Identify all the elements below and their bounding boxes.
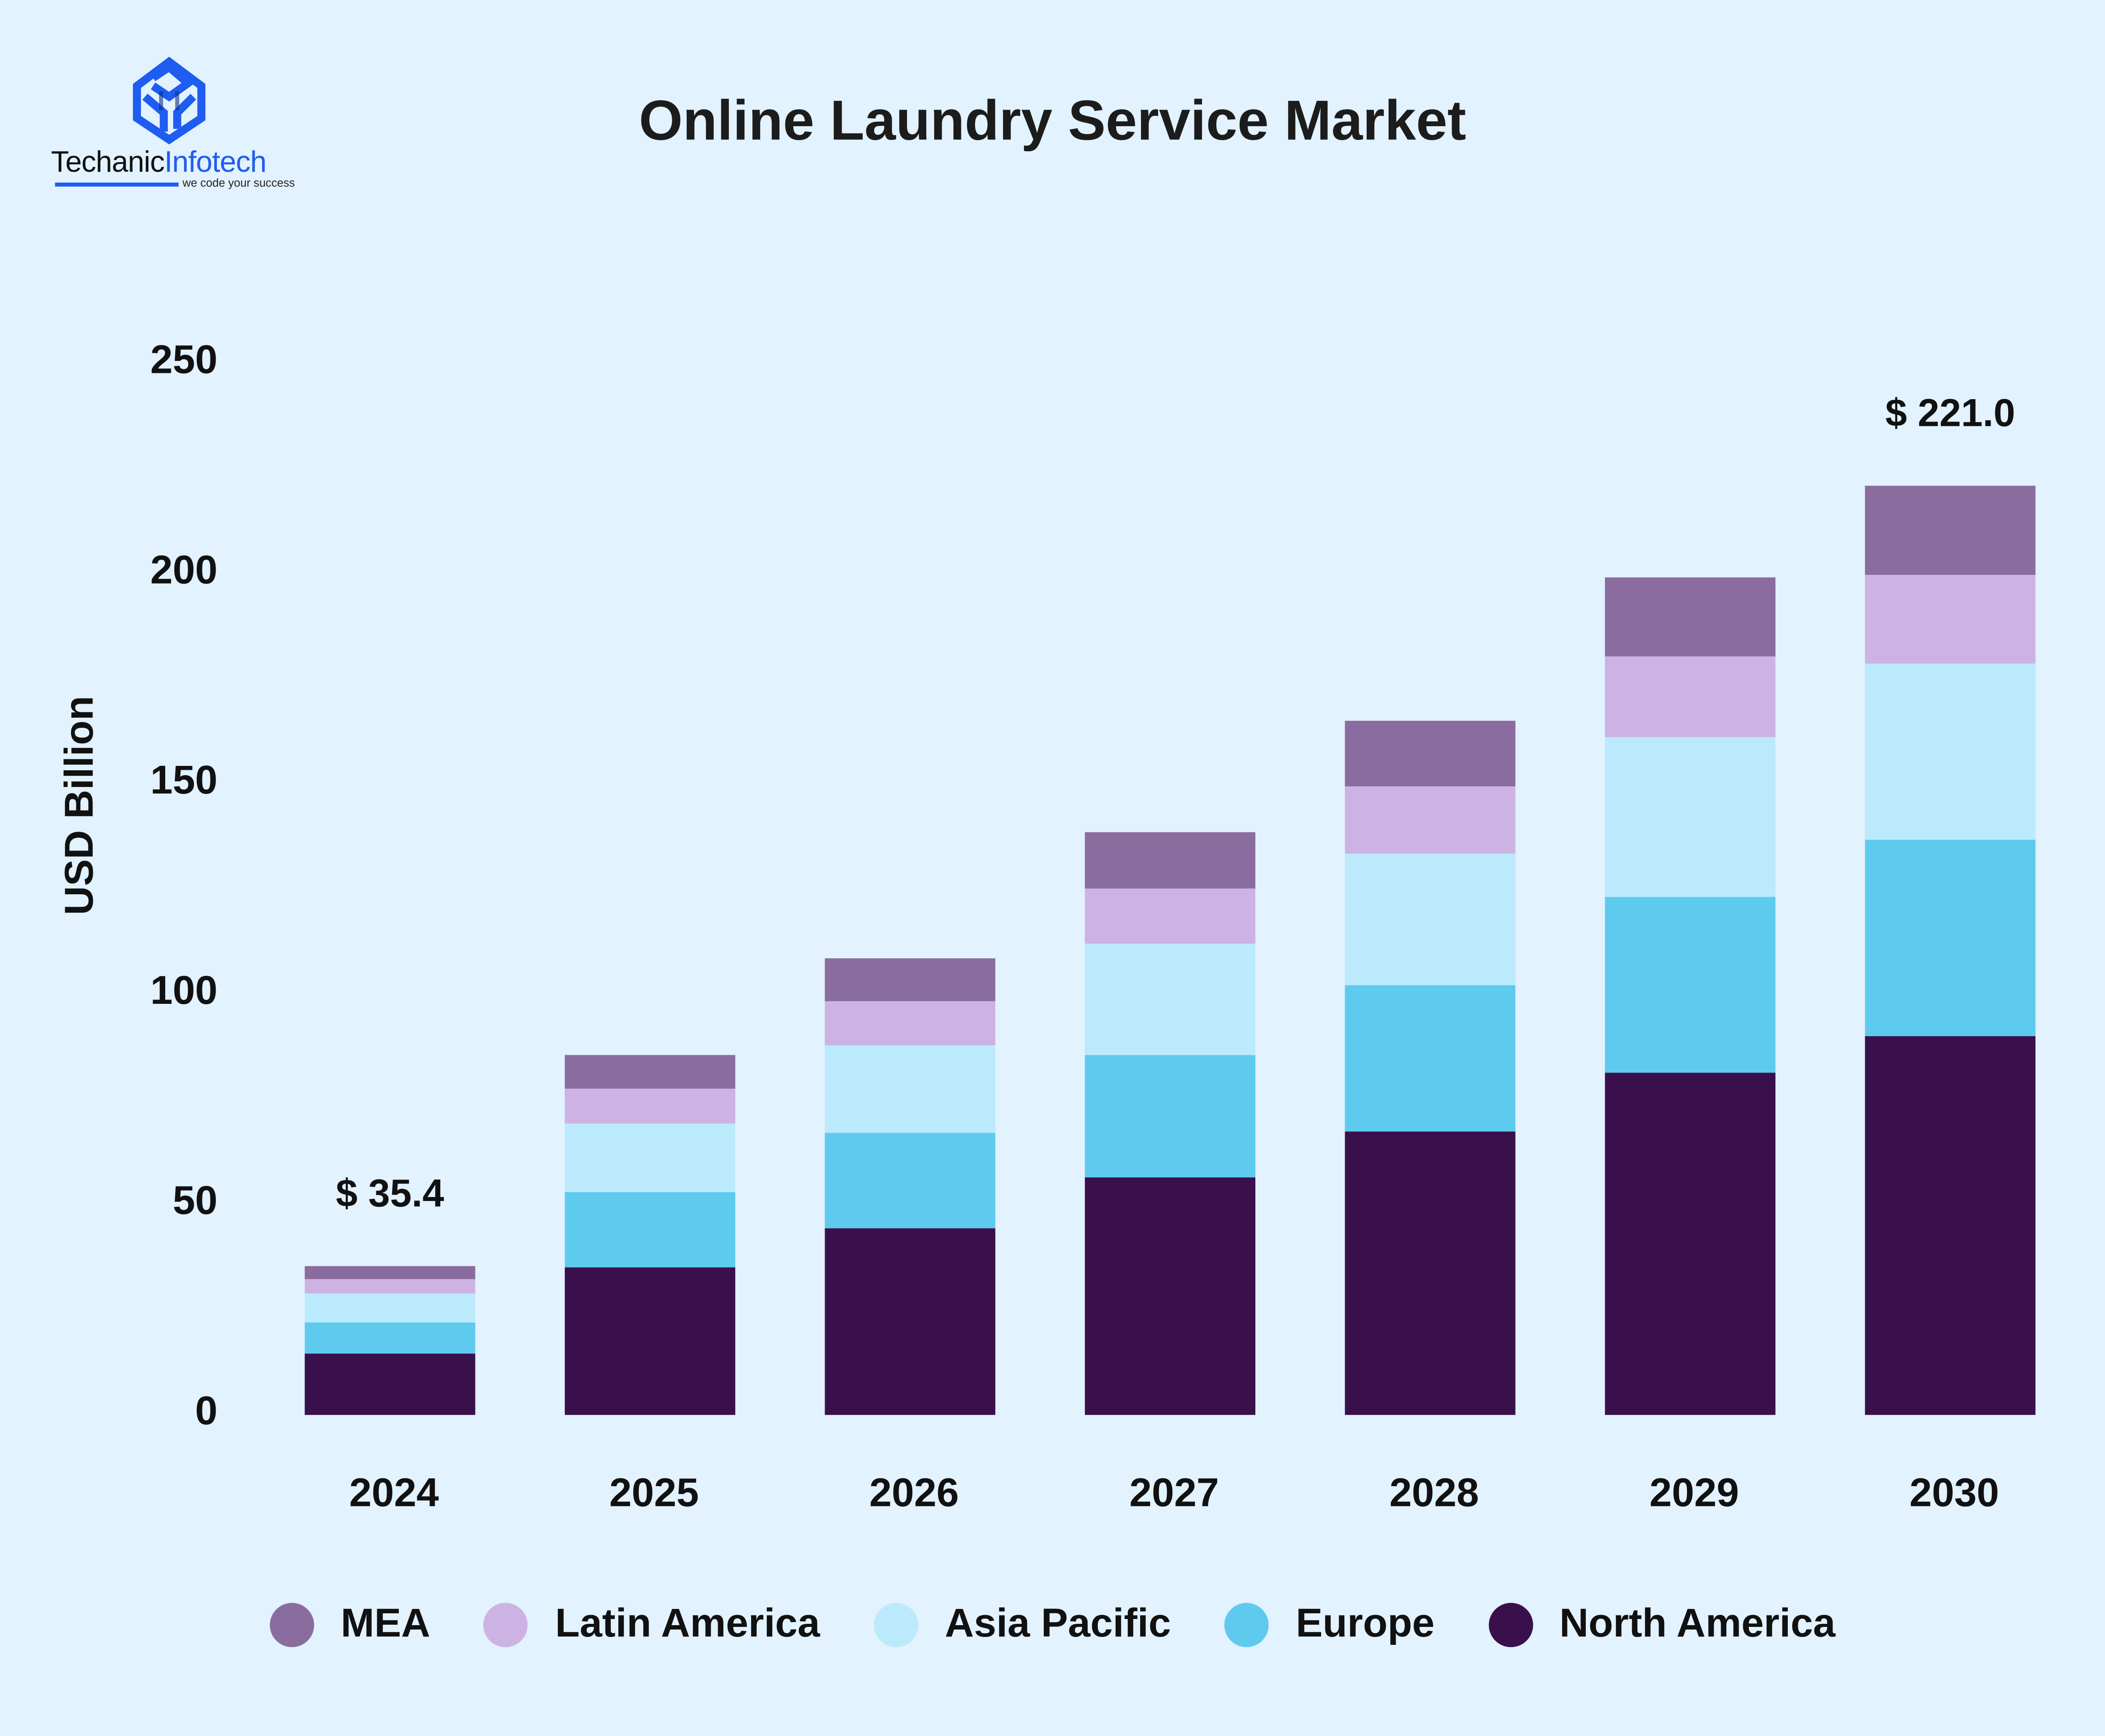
bar-segment-europe	[1345, 985, 1516, 1132]
bar-segment-asia-pacific	[1605, 737, 1775, 897]
bar-segment-europe	[564, 1192, 736, 1268]
annotations: $ 35.4 $ 221.0	[336, 391, 2015, 1215]
bar-segment-latin-america	[305, 1279, 475, 1293]
bar-segment-latin-america	[1345, 786, 1516, 854]
bar-segment-europe	[1865, 840, 2036, 1036]
bar-segment-europe	[1084, 1055, 1255, 1178]
y-tick-label: 150	[150, 758, 217, 802]
legend-item-europe: Europe	[1224, 1601, 1435, 1647]
legend-item-asia-pacific: Asia Pacific	[873, 1601, 1171, 1647]
legend-swatch-icon	[873, 1602, 918, 1647]
bar-segment-mea	[1605, 577, 1775, 657]
legend-label: Europe	[1296, 1601, 1435, 1646]
brand-tagline: we code your success	[182, 176, 295, 189]
bar-segment-europe	[825, 1133, 996, 1229]
bar-segment-asia-pacific	[305, 1293, 475, 1323]
total-value-label: $ 35.4	[336, 1172, 444, 1215]
bar-segment-north-america	[564, 1267, 736, 1415]
legend-label: MEA	[340, 1601, 430, 1646]
x-tick-label: 2025	[609, 1470, 698, 1515]
y-tick-label: 0	[195, 1388, 217, 1433]
y-tick-label: 250	[150, 337, 217, 382]
bar-segment-north-america	[1345, 1131, 1516, 1415]
y-axis-ticks: 0 50 100 150 200 250	[150, 337, 217, 1433]
bar-segment-mea	[1084, 832, 1255, 889]
bar-stack-2027	[1084, 832, 1255, 1415]
legend-swatch-icon	[269, 1602, 314, 1647]
bar-segment-asia-pacific	[1865, 663, 2036, 840]
legend-label: Latin America	[555, 1601, 820, 1646]
bar-segment-mea	[564, 1055, 736, 1089]
brand-underline	[55, 182, 179, 187]
bar-segment-asia-pacific	[1345, 854, 1516, 985]
legend-label: North America	[1559, 1601, 1836, 1646]
brand-name-part1: Techanic	[51, 145, 165, 179]
y-tick-label: 50	[173, 1178, 217, 1223]
bar-segment-latin-america	[825, 1001, 996, 1045]
bar-segment-asia-pacific	[825, 1045, 996, 1133]
legend-item-north-america: North America	[1488, 1601, 1836, 1647]
legend-item-mea: MEA	[269, 1601, 430, 1647]
y-tick-label: 100	[150, 968, 217, 1013]
x-tick-label: 2030	[1910, 1470, 1999, 1515]
bar-segment-europe	[1605, 897, 1775, 1073]
legend-label: Asia Pacific	[945, 1601, 1171, 1646]
brand-name: TechanicInfotech	[51, 145, 266, 180]
x-tick-label: 2029	[1649, 1470, 1739, 1515]
bars	[305, 485, 2036, 1415]
bar-segment-latin-america	[564, 1088, 736, 1124]
bar-segment-mea	[825, 958, 996, 1002]
bar-segment-latin-america	[1084, 888, 1255, 944]
bar-stack-2029	[1605, 577, 1775, 1415]
legend-item-latin-america: Latin America	[484, 1601, 820, 1647]
x-tick-label: 2024	[349, 1470, 439, 1515]
cube-logo-icon	[133, 57, 206, 145]
bar-segment-north-america	[825, 1228, 996, 1415]
x-tick-label: 2026	[869, 1470, 959, 1515]
legend-swatch-icon	[1224, 1602, 1269, 1647]
bar-segment-asia-pacific	[564, 1123, 736, 1192]
bar-segment-mea	[1865, 485, 2036, 575]
legend-swatch-icon	[1488, 1602, 1533, 1647]
x-axis-ticks: 2024 2025 2026 2027 2028 2029 2030	[349, 1470, 1999, 1515]
bar-segment-mea	[1345, 720, 1516, 787]
bar-segment-asia-pacific	[1084, 943, 1255, 1055]
chart-title: Online Laundry Service Market	[639, 89, 1467, 152]
bar-segment-europe	[305, 1322, 475, 1354]
bar-segment-north-america	[1865, 1036, 2036, 1415]
bar-stack-2026	[825, 958, 996, 1415]
x-tick-label: 2027	[1129, 1470, 1219, 1515]
bar-segment-north-america	[305, 1353, 475, 1415]
x-tick-label: 2028	[1389, 1470, 1479, 1515]
bar-segment-mea	[305, 1266, 475, 1279]
bar-segment-latin-america	[1865, 575, 2036, 664]
total-value-label: $ 221.0	[1885, 391, 2015, 435]
bar-segment-north-america	[1605, 1073, 1775, 1415]
bar-segment-latin-america	[1605, 656, 1775, 737]
bar-stack-2028	[1345, 720, 1516, 1415]
brand-name-part2: Infotech	[164, 145, 266, 179]
bar-stack-2025	[564, 1055, 736, 1415]
y-tick-label: 200	[150, 547, 217, 592]
brand-logo: TechanicInfotech we code your success	[51, 57, 306, 191]
legend: MEA Latin America Asia Pacific Europe North …	[0, 1601, 2105, 1647]
bar-stack-2024	[305, 1266, 475, 1415]
bar-stack-2030	[1865, 485, 2036, 1415]
bar-segment-north-america	[1084, 1177, 1255, 1415]
legend-swatch-icon	[484, 1602, 528, 1647]
